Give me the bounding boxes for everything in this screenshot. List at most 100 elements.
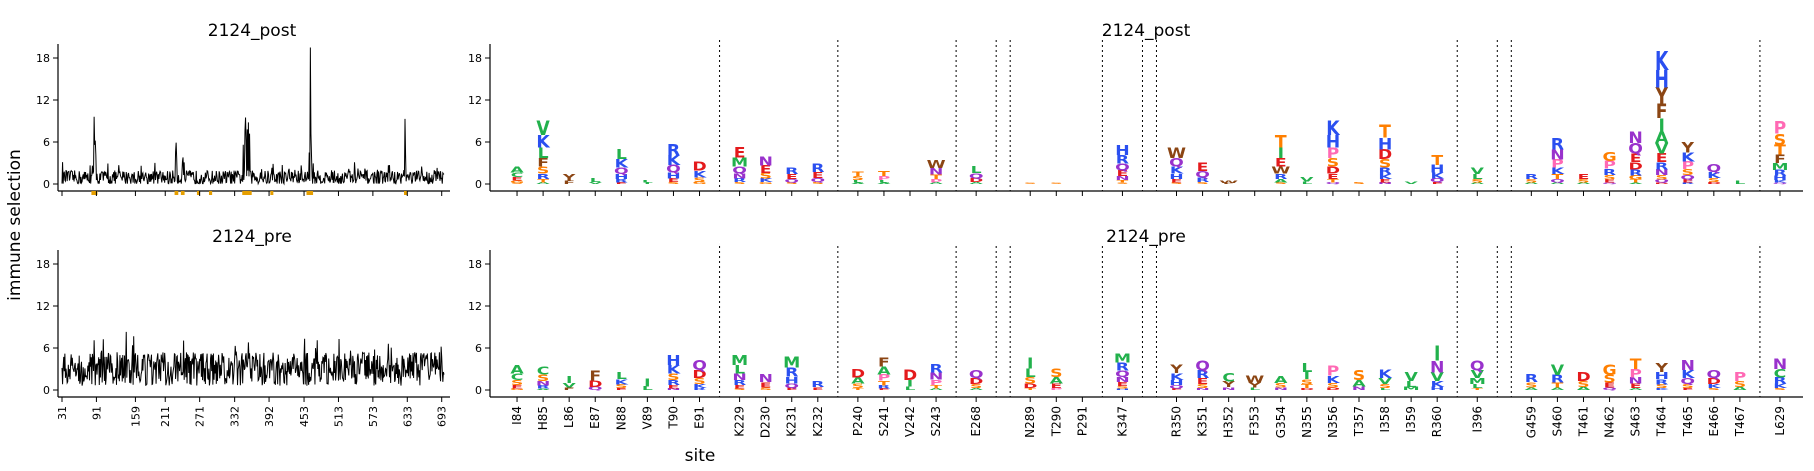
logo-letter: K bbox=[1326, 375, 1341, 386]
x-axis-label: site bbox=[685, 446, 716, 466]
site-label: H85 bbox=[536, 406, 550, 430]
site-highlight bbox=[196, 191, 200, 195]
logo-letter: A bbox=[1551, 387, 1565, 391]
logo-letter: R bbox=[1116, 362, 1129, 374]
logo-letter: W bbox=[1219, 180, 1238, 184]
site-label: T467 bbox=[1733, 406, 1747, 437]
site-label: T464 bbox=[1655, 406, 1669, 437]
y-tick-label: 18 bbox=[36, 258, 50, 271]
logo-panel-pre: 2124_pre 061218GESCAI84ARNSCH85FVIL86QDF… bbox=[468, 227, 1803, 438]
logo-letter: T bbox=[1327, 178, 1339, 184]
logo-letter: D bbox=[1378, 147, 1392, 163]
logo-letter: G bbox=[1602, 149, 1616, 164]
x-tick-label: 332 bbox=[229, 406, 242, 427]
y-axis-label: immune selection bbox=[5, 149, 25, 301]
logo-letter: M bbox=[783, 354, 800, 372]
logo-letter: T bbox=[852, 171, 864, 179]
logo-letter: K bbox=[1326, 118, 1340, 140]
logo-letter: D bbox=[1300, 388, 1314, 391]
logo-letter: N bbox=[1378, 182, 1392, 185]
logo-letter: N bbox=[732, 372, 746, 383]
logo-letter: S bbox=[1708, 388, 1720, 391]
logo-letter: S bbox=[1471, 178, 1483, 183]
logo-letter: R bbox=[733, 379, 746, 387]
logo-letter: K bbox=[615, 157, 629, 170]
logo-letter: S bbox=[1327, 382, 1339, 389]
logo-letter: E bbox=[1197, 378, 1209, 387]
x-tick-label: 513 bbox=[332, 406, 345, 427]
logo-letter: N bbox=[1681, 358, 1695, 374]
logo-letter: W bbox=[1245, 374, 1265, 385]
site-label: S460 bbox=[1550, 406, 1564, 437]
y-tick-label: 6 bbox=[475, 342, 482, 355]
logo-letter: S bbox=[693, 377, 705, 387]
logo-letter: D bbox=[692, 369, 706, 381]
logo-letter: Q bbox=[1169, 156, 1184, 170]
site-label: I84 bbox=[510, 406, 524, 425]
logo-letter: S bbox=[615, 383, 627, 389]
logo-letter: R bbox=[811, 163, 824, 175]
logo-letter: S bbox=[1379, 383, 1391, 389]
site-label: G354 bbox=[1274, 406, 1288, 438]
logo-letter: E bbox=[1327, 173, 1339, 181]
logo-letter: S bbox=[1708, 177, 1720, 183]
logo-letter: L bbox=[616, 371, 627, 382]
y-tick-label: 6 bbox=[43, 342, 50, 355]
logo-letter: D bbox=[851, 367, 865, 380]
y-tick-label: 12 bbox=[468, 94, 482, 107]
logo-letter: D bbox=[588, 379, 602, 389]
logo-letter: I bbox=[1027, 355, 1033, 372]
logo-letter: S bbox=[1024, 182, 1036, 184]
logo-letter: M bbox=[1771, 162, 1788, 173]
logo-letter: E bbox=[1275, 156, 1287, 170]
logo-letter: A bbox=[969, 182, 983, 185]
logo-letter: P bbox=[930, 178, 943, 183]
logo-letter: R bbox=[811, 381, 824, 390]
logo-letter: Y bbox=[562, 173, 577, 183]
site-label: T465 bbox=[1681, 406, 1695, 437]
logo-letter: W bbox=[927, 159, 946, 171]
site-label: E91 bbox=[693, 406, 707, 429]
panel-title: 2124_pre bbox=[212, 227, 292, 247]
logo-letter: A bbox=[1525, 386, 1539, 390]
x-tick-label: 91 bbox=[90, 406, 103, 420]
logo-letter: E bbox=[1578, 173, 1590, 181]
logo-letter: N bbox=[1115, 376, 1129, 384]
logo-letter: R bbox=[1773, 376, 1787, 386]
site-label: K229 bbox=[733, 406, 747, 437]
logo-letter: E bbox=[1197, 161, 1209, 175]
site-label: L629 bbox=[1773, 406, 1787, 436]
logo-letter: L bbox=[1301, 360, 1312, 375]
logo-letter: N bbox=[1628, 376, 1642, 386]
logo-letter: N bbox=[1221, 386, 1235, 391]
logo-letter: I bbox=[1658, 116, 1664, 136]
x-tick-label: 453 bbox=[298, 406, 311, 427]
logo-letter: K bbox=[667, 153, 682, 168]
logo-letter: K bbox=[1773, 383, 1788, 390]
logo-letter: D bbox=[1576, 369, 1590, 384]
site-highlight bbox=[242, 191, 246, 195]
logo-letter: Q bbox=[1550, 178, 1565, 183]
logo-letter: L bbox=[1472, 383, 1483, 389]
logo-letter: A bbox=[929, 388, 943, 391]
logo-letter: V bbox=[562, 382, 575, 389]
logo-letter: S bbox=[1655, 175, 1667, 182]
logo-letter: E bbox=[1630, 383, 1642, 390]
logo-letter: G bbox=[1602, 363, 1616, 379]
logo-letter: V bbox=[1404, 369, 1418, 384]
site-label: T90 bbox=[666, 406, 680, 430]
logo-letter: W bbox=[1167, 145, 1186, 162]
logo-letter: I bbox=[907, 379, 913, 390]
logo-letter: F bbox=[1223, 183, 1235, 185]
logo-letter: N bbox=[1430, 358, 1444, 376]
site-label: N462 bbox=[1603, 406, 1617, 438]
logo-letter: H bbox=[1654, 371, 1668, 382]
logo-letter: N bbox=[929, 167, 943, 177]
logo-letter: S bbox=[1353, 368, 1365, 384]
site-label: K231 bbox=[785, 406, 799, 437]
logo-letter: V bbox=[1300, 176, 1313, 183]
y-tick-label: 18 bbox=[468, 52, 482, 65]
logo-letter: N bbox=[1115, 175, 1129, 182]
logo-letter: P bbox=[1327, 144, 1340, 161]
logo-letter: E bbox=[1604, 178, 1616, 183]
